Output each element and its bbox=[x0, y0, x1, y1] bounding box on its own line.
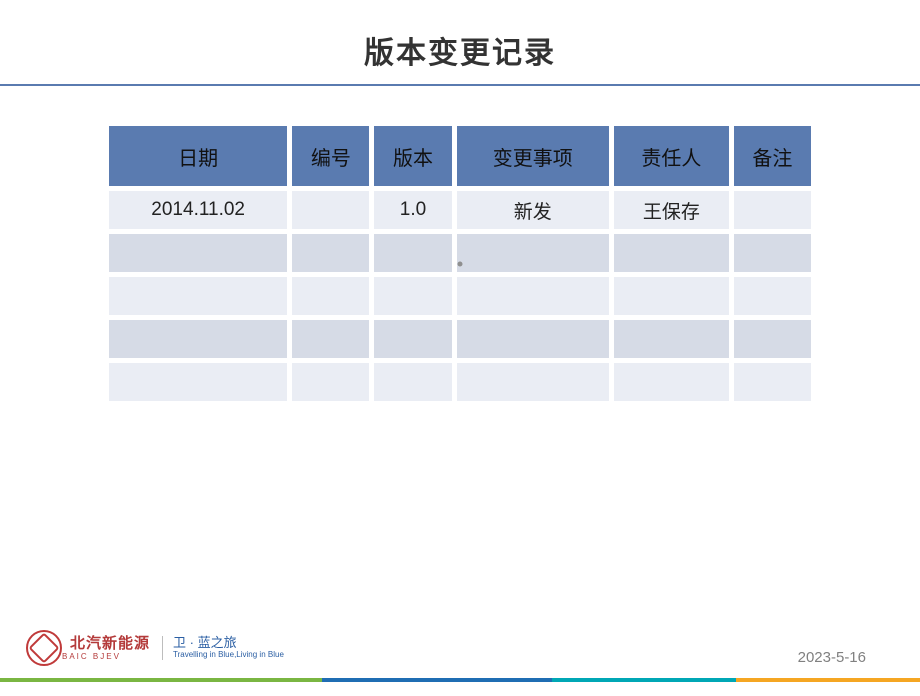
cell bbox=[373, 233, 452, 273]
stripe-seg bbox=[0, 678, 322, 682]
cell bbox=[456, 233, 610, 273]
table-row bbox=[108, 276, 812, 316]
cell bbox=[733, 319, 812, 359]
slogan-en: Travelling in Blue,Living in Blue bbox=[173, 651, 284, 660]
table-row bbox=[108, 233, 812, 273]
cell bbox=[613, 362, 730, 402]
footer-logo-area: 北汽新能源 BAIC BJEV 卫 · 蓝之旅 Travelling in Bl… bbox=[26, 630, 284, 666]
cell bbox=[373, 276, 452, 316]
cell bbox=[613, 233, 730, 273]
cell bbox=[108, 233, 288, 273]
col-owner: 责任人 bbox=[613, 125, 730, 187]
cell bbox=[456, 276, 610, 316]
stripe-seg bbox=[552, 678, 736, 682]
cell bbox=[373, 362, 452, 402]
cell bbox=[456, 362, 610, 402]
version-table-container: 日期 编号 版本 变更事项 责任人 备注 2014.11.02 1.0 新发 王… bbox=[105, 122, 815, 405]
version-table: 日期 编号 版本 变更事项 责任人 备注 2014.11.02 1.0 新发 王… bbox=[105, 122, 815, 405]
baic-logo-inner-icon bbox=[28, 632, 59, 663]
table-row bbox=[108, 319, 812, 359]
page-title: 版本变更记录 bbox=[0, 28, 920, 72]
stripe-seg bbox=[736, 678, 920, 682]
cell bbox=[291, 362, 370, 402]
cell: 1.0 bbox=[373, 190, 452, 230]
slogan-block: 卫 · 蓝之旅 Travelling in Blue,Living in Blu… bbox=[162, 636, 284, 659]
cell bbox=[108, 362, 288, 402]
marker-dot-icon bbox=[458, 261, 463, 266]
cell cell-wrap bbox=[373, 319, 452, 359]
col-remark: 备注 bbox=[733, 125, 812, 187]
cell bbox=[291, 319, 370, 359]
cell bbox=[613, 319, 730, 359]
cell bbox=[108, 319, 288, 359]
cell bbox=[733, 362, 812, 402]
table-header-row: 日期 编号 版本 变更事项 责任人 备注 bbox=[108, 125, 812, 187]
cell: 新发 bbox=[456, 190, 610, 230]
baic-logo-icon bbox=[26, 630, 62, 666]
brand-name-en: BAIC BJEV bbox=[62, 653, 150, 661]
cell bbox=[733, 233, 812, 273]
brand-name-cn: 北汽新能源 bbox=[70, 636, 150, 651]
cell bbox=[613, 276, 730, 316]
col-version: 版本 bbox=[373, 125, 452, 187]
cell bbox=[291, 233, 370, 273]
cell bbox=[733, 190, 812, 230]
cell: 王保存 bbox=[613, 190, 730, 230]
cell bbox=[456, 319, 610, 359]
cell bbox=[291, 190, 370, 230]
title-underline bbox=[0, 84, 920, 86]
footer-color-stripe bbox=[0, 678, 920, 682]
cell bbox=[733, 276, 812, 316]
slogan-cn: 卫 · 蓝之旅 bbox=[173, 636, 284, 650]
stripe-seg bbox=[322, 678, 552, 682]
col-date: 日期 bbox=[108, 125, 288, 187]
table-row bbox=[108, 362, 812, 402]
footer-date: 2023-5-16 bbox=[798, 649, 866, 666]
col-id: 编号 bbox=[291, 125, 370, 187]
cell bbox=[291, 276, 370, 316]
table-row: 2014.11.02 1.0 新发 王保存 bbox=[108, 190, 812, 230]
cell bbox=[108, 276, 288, 316]
col-change: 变更事项 bbox=[456, 125, 610, 187]
cell: 2014.11.02 bbox=[108, 190, 288, 230]
